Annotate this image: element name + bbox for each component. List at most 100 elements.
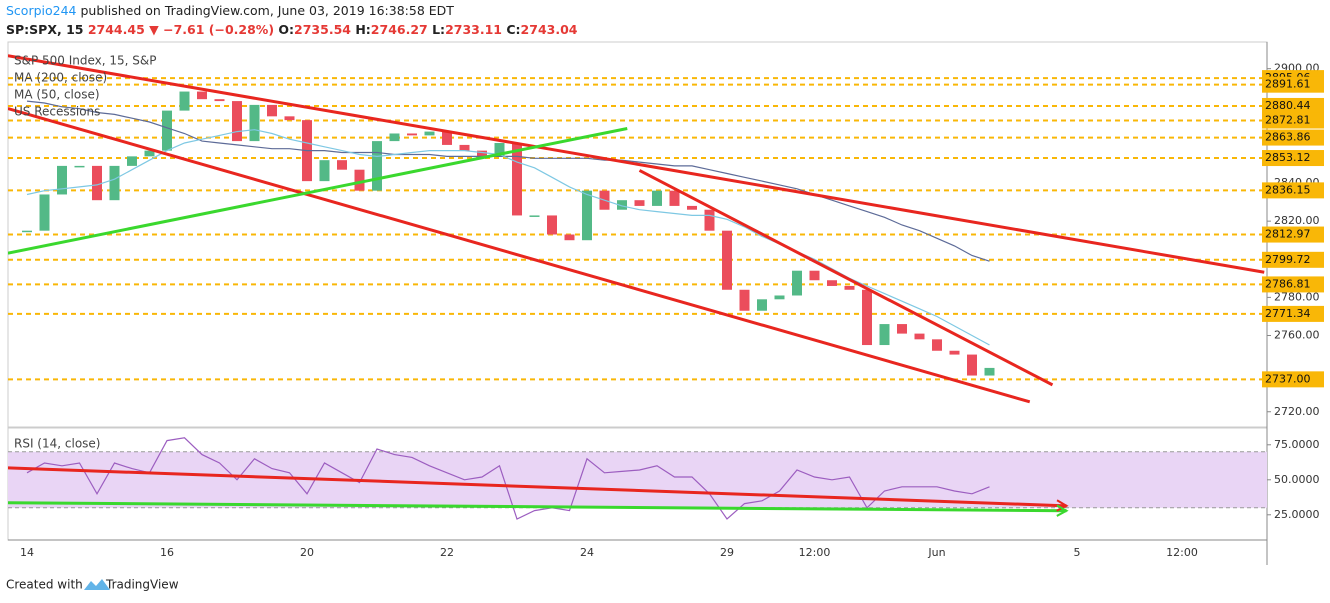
candle <box>284 116 295 121</box>
footer-brand: TradingView <box>105 578 179 592</box>
legend-entry: MA (200, close) <box>14 71 107 85</box>
candle <box>442 131 452 145</box>
candle <box>792 270 802 296</box>
legend-entry: MA (50, close) <box>14 88 100 102</box>
candle <box>547 215 557 235</box>
legend-entry: RSI (14, close) <box>14 437 100 451</box>
x-tick-label: 12:00 <box>1166 546 1198 559</box>
level-label: 2872.81 <box>1265 114 1311 127</box>
candle <box>529 215 540 217</box>
series-line <box>26 100 990 262</box>
candle <box>337 160 347 170</box>
candle <box>389 133 400 142</box>
symbol-line: SP:SPX, 15 2744.45 ▼ −7.61 (−0.28%) O:27… <box>6 22 578 37</box>
level-label: 2863.86 <box>1265 131 1311 144</box>
level-tag <box>1262 276 1324 293</box>
x-tick-label: 20 <box>300 546 314 559</box>
rsi-band <box>8 451 1267 508</box>
low-label: L: <box>432 22 445 37</box>
x-tick-label: 5 <box>1074 546 1081 559</box>
level-tag <box>1262 226 1324 243</box>
candle <box>407 133 417 136</box>
x-tick-label: 29 <box>720 546 734 559</box>
high-label: H: <box>355 22 370 37</box>
author: Scorpio244 <box>6 3 77 18</box>
candle <box>179 91 190 111</box>
level-tag <box>1262 129 1324 146</box>
open-label: O: <box>278 22 294 37</box>
trend-line <box>8 127 628 255</box>
candle <box>739 289 750 311</box>
level-label: 2853.12 <box>1265 151 1311 164</box>
y-tick-label: 2720.00 <box>1274 405 1320 418</box>
logo <box>84 579 110 590</box>
candle <box>844 285 855 290</box>
x-tick-label: 14 <box>20 546 34 559</box>
level-tag <box>1262 182 1324 199</box>
level-label: 2891.61 <box>1265 78 1311 91</box>
level-label: 2737.00 <box>1265 372 1311 385</box>
x-tick-label: 22 <box>440 546 454 559</box>
candle <box>197 91 207 100</box>
close: 2743.04 <box>521 22 578 37</box>
pane-content <box>8 437 1267 520</box>
candle <box>634 200 645 206</box>
candle <box>757 299 767 311</box>
candle <box>617 200 627 210</box>
legend-entry: S&P 500 Index, 15, S&P <box>14 54 157 68</box>
published: published on TradingView.com, June 03, 2… <box>81 3 455 18</box>
trend-line <box>8 107 1031 404</box>
candle <box>932 339 942 351</box>
y-tick-label: 25.0000 <box>1274 508 1320 521</box>
candle <box>687 205 697 210</box>
x-tick-label: 12:00 <box>799 546 831 559</box>
candle <box>862 289 872 346</box>
x-tick-label: 16 <box>160 546 174 559</box>
arrow: ▼ <box>149 22 159 37</box>
open: 2735.54 <box>294 22 351 37</box>
candle <box>144 150 155 157</box>
series-line <box>26 437 990 520</box>
candle <box>512 143 522 216</box>
trend-line <box>638 169 1054 387</box>
trend-line <box>8 466 1067 508</box>
level-tag <box>1262 305 1324 322</box>
candle <box>162 110 172 151</box>
x-tick-label: Jun <box>927 546 945 559</box>
candle <box>459 144 470 151</box>
candle <box>57 165 67 195</box>
y-tick-label: 2820.00 <box>1274 214 1320 227</box>
candle <box>809 270 820 281</box>
close-label: C: <box>506 22 520 37</box>
candle <box>319 160 330 182</box>
last: 2744.45 <box>88 22 145 37</box>
candle <box>669 190 680 206</box>
y-tick-label: 2780.00 <box>1274 290 1320 303</box>
trend-line <box>8 54 1265 274</box>
level-tag <box>1262 97 1324 114</box>
candle <box>267 104 277 117</box>
candle <box>984 367 995 376</box>
x-tick-label: 24 <box>580 546 594 559</box>
candle <box>354 169 365 191</box>
level-tag <box>1262 251 1324 268</box>
level-label: 2880.44 <box>1265 99 1311 112</box>
low: 2733.11 <box>445 22 502 37</box>
candle <box>722 230 732 290</box>
candle <box>39 194 50 231</box>
trend-arrow <box>1056 499 1069 512</box>
candle <box>897 324 907 334</box>
level-tag <box>1262 150 1324 167</box>
header-line: Scorpio244 published on TradingView.com,… <box>6 3 454 18</box>
candle <box>92 165 102 201</box>
y-tick-label: 75.0000 <box>1274 438 1320 451</box>
pane-content <box>8 54 1267 404</box>
high: 2746.27 <box>371 22 428 37</box>
candle <box>879 324 890 346</box>
candle <box>582 190 592 241</box>
footer-created: Created with <box>6 578 83 592</box>
level-tag <box>1262 76 1324 93</box>
level-label: 2812.97 <box>1265 228 1311 241</box>
candle <box>827 280 837 286</box>
